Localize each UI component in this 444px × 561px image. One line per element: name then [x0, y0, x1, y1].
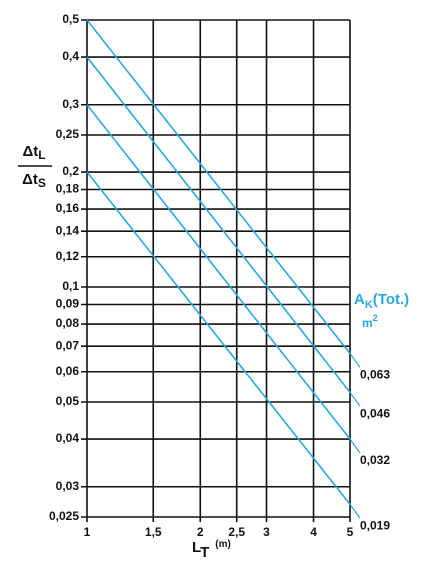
legend-unit: m2 [362, 313, 378, 330]
y-tick-label: 0,3 [62, 97, 79, 111]
legend-unit-text: m [362, 316, 373, 330]
y-tick-label: 0,12 [56, 249, 80, 263]
x-tick-label: 2,5 [228, 525, 245, 539]
y-tick-label: 0,04 [56, 431, 80, 445]
x-tick-label: 3 [263, 525, 270, 539]
y-tick-label: 0,03 [56, 479, 80, 493]
y-tick-label: 0,16 [56, 201, 80, 215]
y-tick-label: 0,14 [56, 223, 80, 237]
y-tick-label: 0,25 [56, 127, 80, 141]
series-label: 0,019 [360, 518, 390, 532]
y-tick-label: 0,18 [56, 182, 80, 196]
series-lines [86, 19, 361, 519]
y-label-sub: L [38, 148, 45, 162]
leader [349, 438, 361, 454]
x-tick-label: 1,5 [145, 525, 162, 539]
legend-title-sub: K [365, 299, 373, 311]
y-tick-label: 0,2 [62, 164, 79, 178]
y-label-text: Δt [22, 143, 38, 160]
y-label-denominator: ΔtS [22, 171, 46, 190]
y-tick-label: 0,09 [56, 297, 80, 311]
y-tick-label: 0,5 [62, 12, 79, 26]
legend-title-text: A [354, 291, 365, 308]
series-label: 0,032 [360, 453, 390, 467]
series-line [86, 19, 351, 354]
series-line [86, 104, 351, 440]
y-label-text: Δt [22, 171, 38, 188]
y-tick-label: 0,07 [56, 338, 80, 352]
y-tick-label: 0,025 [49, 509, 79, 523]
leader [349, 353, 361, 368]
y-label-numerator: ΔtL [22, 143, 45, 162]
x-tick-label: 1 [84, 525, 91, 539]
grid [81, 19, 351, 522]
series-label: 0,063 [360, 368, 390, 382]
legend-title: AK(Tot.) [354, 291, 409, 311]
x-label-sub: T [200, 544, 209, 561]
y-tick-label: 0,05 [56, 394, 80, 408]
x-label-text: L [192, 539, 201, 556]
y-tick-label: 0,08 [56, 316, 80, 330]
y-tick-label: 0,06 [56, 364, 80, 378]
x-label-unit: (m) [215, 539, 231, 550]
series-line [86, 56, 351, 393]
series-line [86, 171, 351, 505]
legend-unit-sup: 2 [373, 313, 378, 323]
x-tick-label: 4 [310, 525, 317, 539]
y-tick-label: 0,1 [62, 279, 79, 293]
x-tick-label: 2 [197, 525, 204, 539]
y-tick-label: 0,4 [62, 49, 79, 63]
x-label: LT (m) [192, 539, 231, 561]
legend-title-rest: (Tot.) [373, 291, 409, 308]
series-label: 0,046 [360, 407, 390, 421]
y-label-sub: S [38, 176, 46, 190]
leader [349, 391, 361, 407]
leader [349, 503, 361, 519]
x-tick-label: 5 [347, 525, 354, 539]
